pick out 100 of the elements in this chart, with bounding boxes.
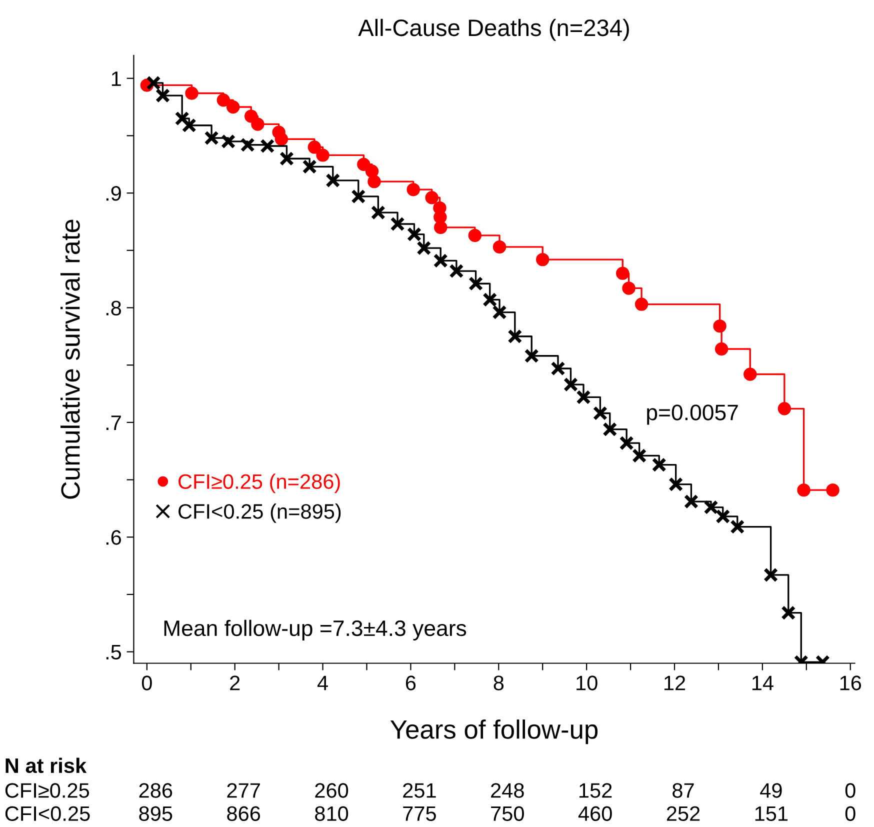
point <box>308 140 322 154</box>
point <box>468 228 482 242</box>
point <box>764 568 778 582</box>
point <box>716 509 730 524</box>
text: CFI<0.25 <box>5 806 90 822</box>
x-tick-label: 0 <box>142 676 152 690</box>
text: N at risk <box>6 758 87 774</box>
x-tick-label: 10 <box>576 676 598 690</box>
text: 49 <box>760 783 782 798</box>
point <box>592 406 608 421</box>
point <box>781 606 796 620</box>
point <box>714 342 728 356</box>
point <box>406 227 422 242</box>
point <box>406 182 420 196</box>
x-axis-title: Years of follow-up <box>390 719 598 744</box>
legend-label: CFI≥0.25 (n=286) <box>178 474 340 494</box>
point <box>425 191 438 204</box>
point <box>240 138 255 152</box>
text: 866 <box>227 806 260 822</box>
text: CFI≥0.25 <box>5 783 90 798</box>
point <box>482 292 498 307</box>
text: 0 <box>845 806 856 822</box>
point <box>616 266 630 280</box>
point <box>182 118 196 133</box>
point <box>279 151 294 166</box>
point <box>508 329 522 344</box>
point <box>433 253 448 268</box>
text: 810 <box>315 806 348 822</box>
y-tick-label: .6 <box>106 530 121 545</box>
point <box>468 276 484 291</box>
x-tick-label: 16 <box>840 676 862 690</box>
point <box>744 368 757 381</box>
point <box>492 305 507 320</box>
text: 251 <box>403 783 436 798</box>
text: 895 <box>139 806 172 822</box>
annotation: p=0.0057 <box>647 404 738 425</box>
text: 87 <box>672 783 694 798</box>
point <box>226 100 240 114</box>
point <box>244 110 258 123</box>
chart-title: All-Cause Deaths (n=234) <box>358 18 629 41</box>
text: 152 <box>580 783 612 798</box>
legend-label: CFI<0.25 (n=895) <box>178 504 341 523</box>
point <box>668 477 684 492</box>
x-tick-label: 2 <box>230 676 240 690</box>
x-tick-label: 8 <box>494 676 504 690</box>
point <box>416 240 432 256</box>
point <box>524 348 539 364</box>
annotation: Mean follow-up =7.3±4.3 years <box>164 620 466 641</box>
point <box>602 422 618 437</box>
point <box>826 483 840 497</box>
point <box>713 319 726 333</box>
point <box>576 390 591 404</box>
point <box>370 205 386 220</box>
point <box>730 519 745 534</box>
y-axis-title: Cumulative survival rate <box>60 220 80 499</box>
point <box>619 436 634 450</box>
point <box>174 111 190 126</box>
point <box>778 402 792 416</box>
point <box>390 216 405 232</box>
point <box>365 164 379 178</box>
point <box>260 138 275 154</box>
point <box>550 361 566 376</box>
point <box>563 377 578 392</box>
point <box>216 94 230 107</box>
point <box>220 134 236 149</box>
text: 460 <box>578 806 612 822</box>
point <box>434 210 447 224</box>
text: 0 <box>845 783 856 798</box>
text: 750 <box>491 806 524 822</box>
text: 286 <box>139 783 172 798</box>
point <box>684 494 699 509</box>
y-tick-label: .5 <box>106 645 122 660</box>
point <box>797 483 810 497</box>
point <box>492 240 506 254</box>
text: 277 <box>227 783 260 798</box>
point <box>368 174 381 188</box>
x-tick-label: 12 <box>664 676 686 690</box>
text: 775 <box>403 806 436 822</box>
point <box>251 118 264 131</box>
point <box>704 500 718 515</box>
x-tick-label: 4 <box>317 676 328 690</box>
point <box>204 130 219 146</box>
point <box>351 189 366 204</box>
text: 252 <box>666 806 700 822</box>
point <box>302 159 317 174</box>
point <box>155 88 170 103</box>
y-tick-label: .9 <box>106 186 121 201</box>
point <box>357 158 370 171</box>
y-tick-label: .7 <box>106 416 121 430</box>
x-tick-label: 14 <box>752 676 774 690</box>
text: 248 <box>491 783 524 798</box>
point <box>449 264 464 278</box>
text: 260 <box>315 783 348 798</box>
text: 151 <box>755 806 788 822</box>
point <box>622 282 636 295</box>
x-tick-label: 6 <box>406 676 416 690</box>
y-tick-label: .8 <box>106 300 122 316</box>
point <box>434 220 448 234</box>
point <box>274 132 288 146</box>
point <box>652 458 666 472</box>
